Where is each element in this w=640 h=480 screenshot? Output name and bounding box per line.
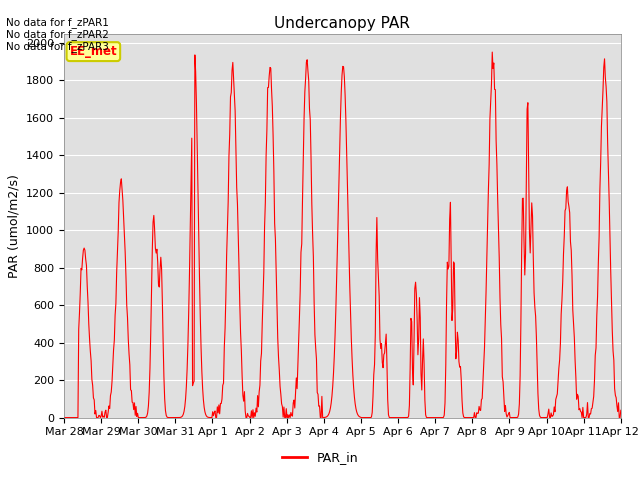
- Y-axis label: PAR (umol/m2/s): PAR (umol/m2/s): [8, 174, 20, 277]
- Text: No data for f_zPAR2: No data for f_zPAR2: [6, 29, 109, 40]
- Text: EE_met: EE_met: [70, 45, 117, 58]
- Title: Undercanopy PAR: Undercanopy PAR: [275, 16, 410, 31]
- Text: No data for f_zPAR3: No data for f_zPAR3: [6, 41, 109, 52]
- Legend: PAR_in: PAR_in: [276, 446, 364, 469]
- Text: No data for f_zPAR1: No data for f_zPAR1: [6, 17, 109, 28]
